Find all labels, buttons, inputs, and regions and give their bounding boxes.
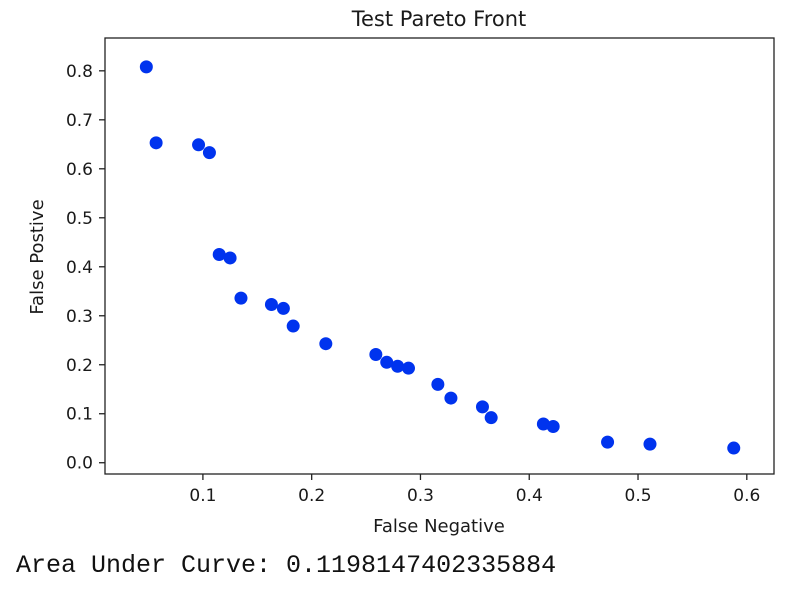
data-point-19: [536, 417, 550, 431]
y-tick-label: 0.8: [66, 62, 93, 82]
chart-title: Test Pareto Front: [351, 7, 527, 31]
pareto-chart: Test Pareto Front 0.1 0.2 0.3 0.4 0.5 0.6 0.0…: [27, 7, 775, 537]
x-tick-label: 0.5: [625, 486, 652, 506]
data-point-21: [601, 435, 615, 449]
data-point-22: [643, 437, 657, 451]
x-tick-label: 0.4: [516, 486, 543, 506]
data-point-13: [391, 359, 405, 373]
x-tick-label: 0.2: [298, 486, 325, 506]
x-tick-label: 0.3: [407, 486, 434, 506]
data-point-8: [276, 301, 290, 315]
data-point-4: [212, 248, 226, 262]
y-tick-label: 0.3: [66, 307, 93, 327]
y-tick-label: 0.5: [66, 209, 93, 229]
data-point-15: [431, 377, 445, 391]
points-layer: [139, 60, 741, 455]
x-tick-label: 0.1: [189, 486, 216, 506]
y-tick-label: 0.6: [66, 160, 93, 180]
data-point-2: [192, 138, 206, 152]
y-tick-label: 0.7: [66, 111, 93, 131]
data-point-23: [727, 441, 741, 455]
x-tick-label: 0.6: [733, 486, 760, 506]
auc-output-text: Area Under Curve: 0.1198147402335884: [16, 551, 557, 580]
data-point-1: [149, 136, 163, 150]
data-point-11: [369, 347, 383, 361]
data-point-9: [286, 319, 300, 333]
y-tick-label: 0.0: [66, 454, 93, 474]
data-point-16: [444, 391, 458, 405]
x-axis-label: False Negative: [373, 516, 505, 537]
y-tick-label: 0.4: [66, 258, 93, 278]
data-point-10: [319, 337, 333, 351]
data-point-3: [202, 146, 216, 160]
y-tick-label: 0.1: [66, 405, 93, 425]
data-point-7: [264, 297, 278, 311]
y-tick-label: 0.2: [66, 356, 93, 376]
x-axis-ticks: 0.1 0.2 0.3 0.4 0.5 0.6: [189, 474, 760, 506]
data-point-20: [546, 419, 560, 433]
plot-frame: [104, 37, 775, 475]
y-axis-label: False Postive: [27, 199, 48, 314]
data-point-6: [234, 291, 248, 305]
data-point-14: [401, 361, 415, 375]
data-point-5: [223, 251, 237, 265]
data-point-12: [380, 355, 394, 369]
data-point-0: [139, 60, 153, 74]
data-point-18: [484, 411, 498, 425]
data-point-17: [475, 400, 489, 414]
y-axis-ticks: 0.0 0.1 0.2 0.3 0.4 0.5 0.6 0.7 0.8: [66, 62, 105, 474]
